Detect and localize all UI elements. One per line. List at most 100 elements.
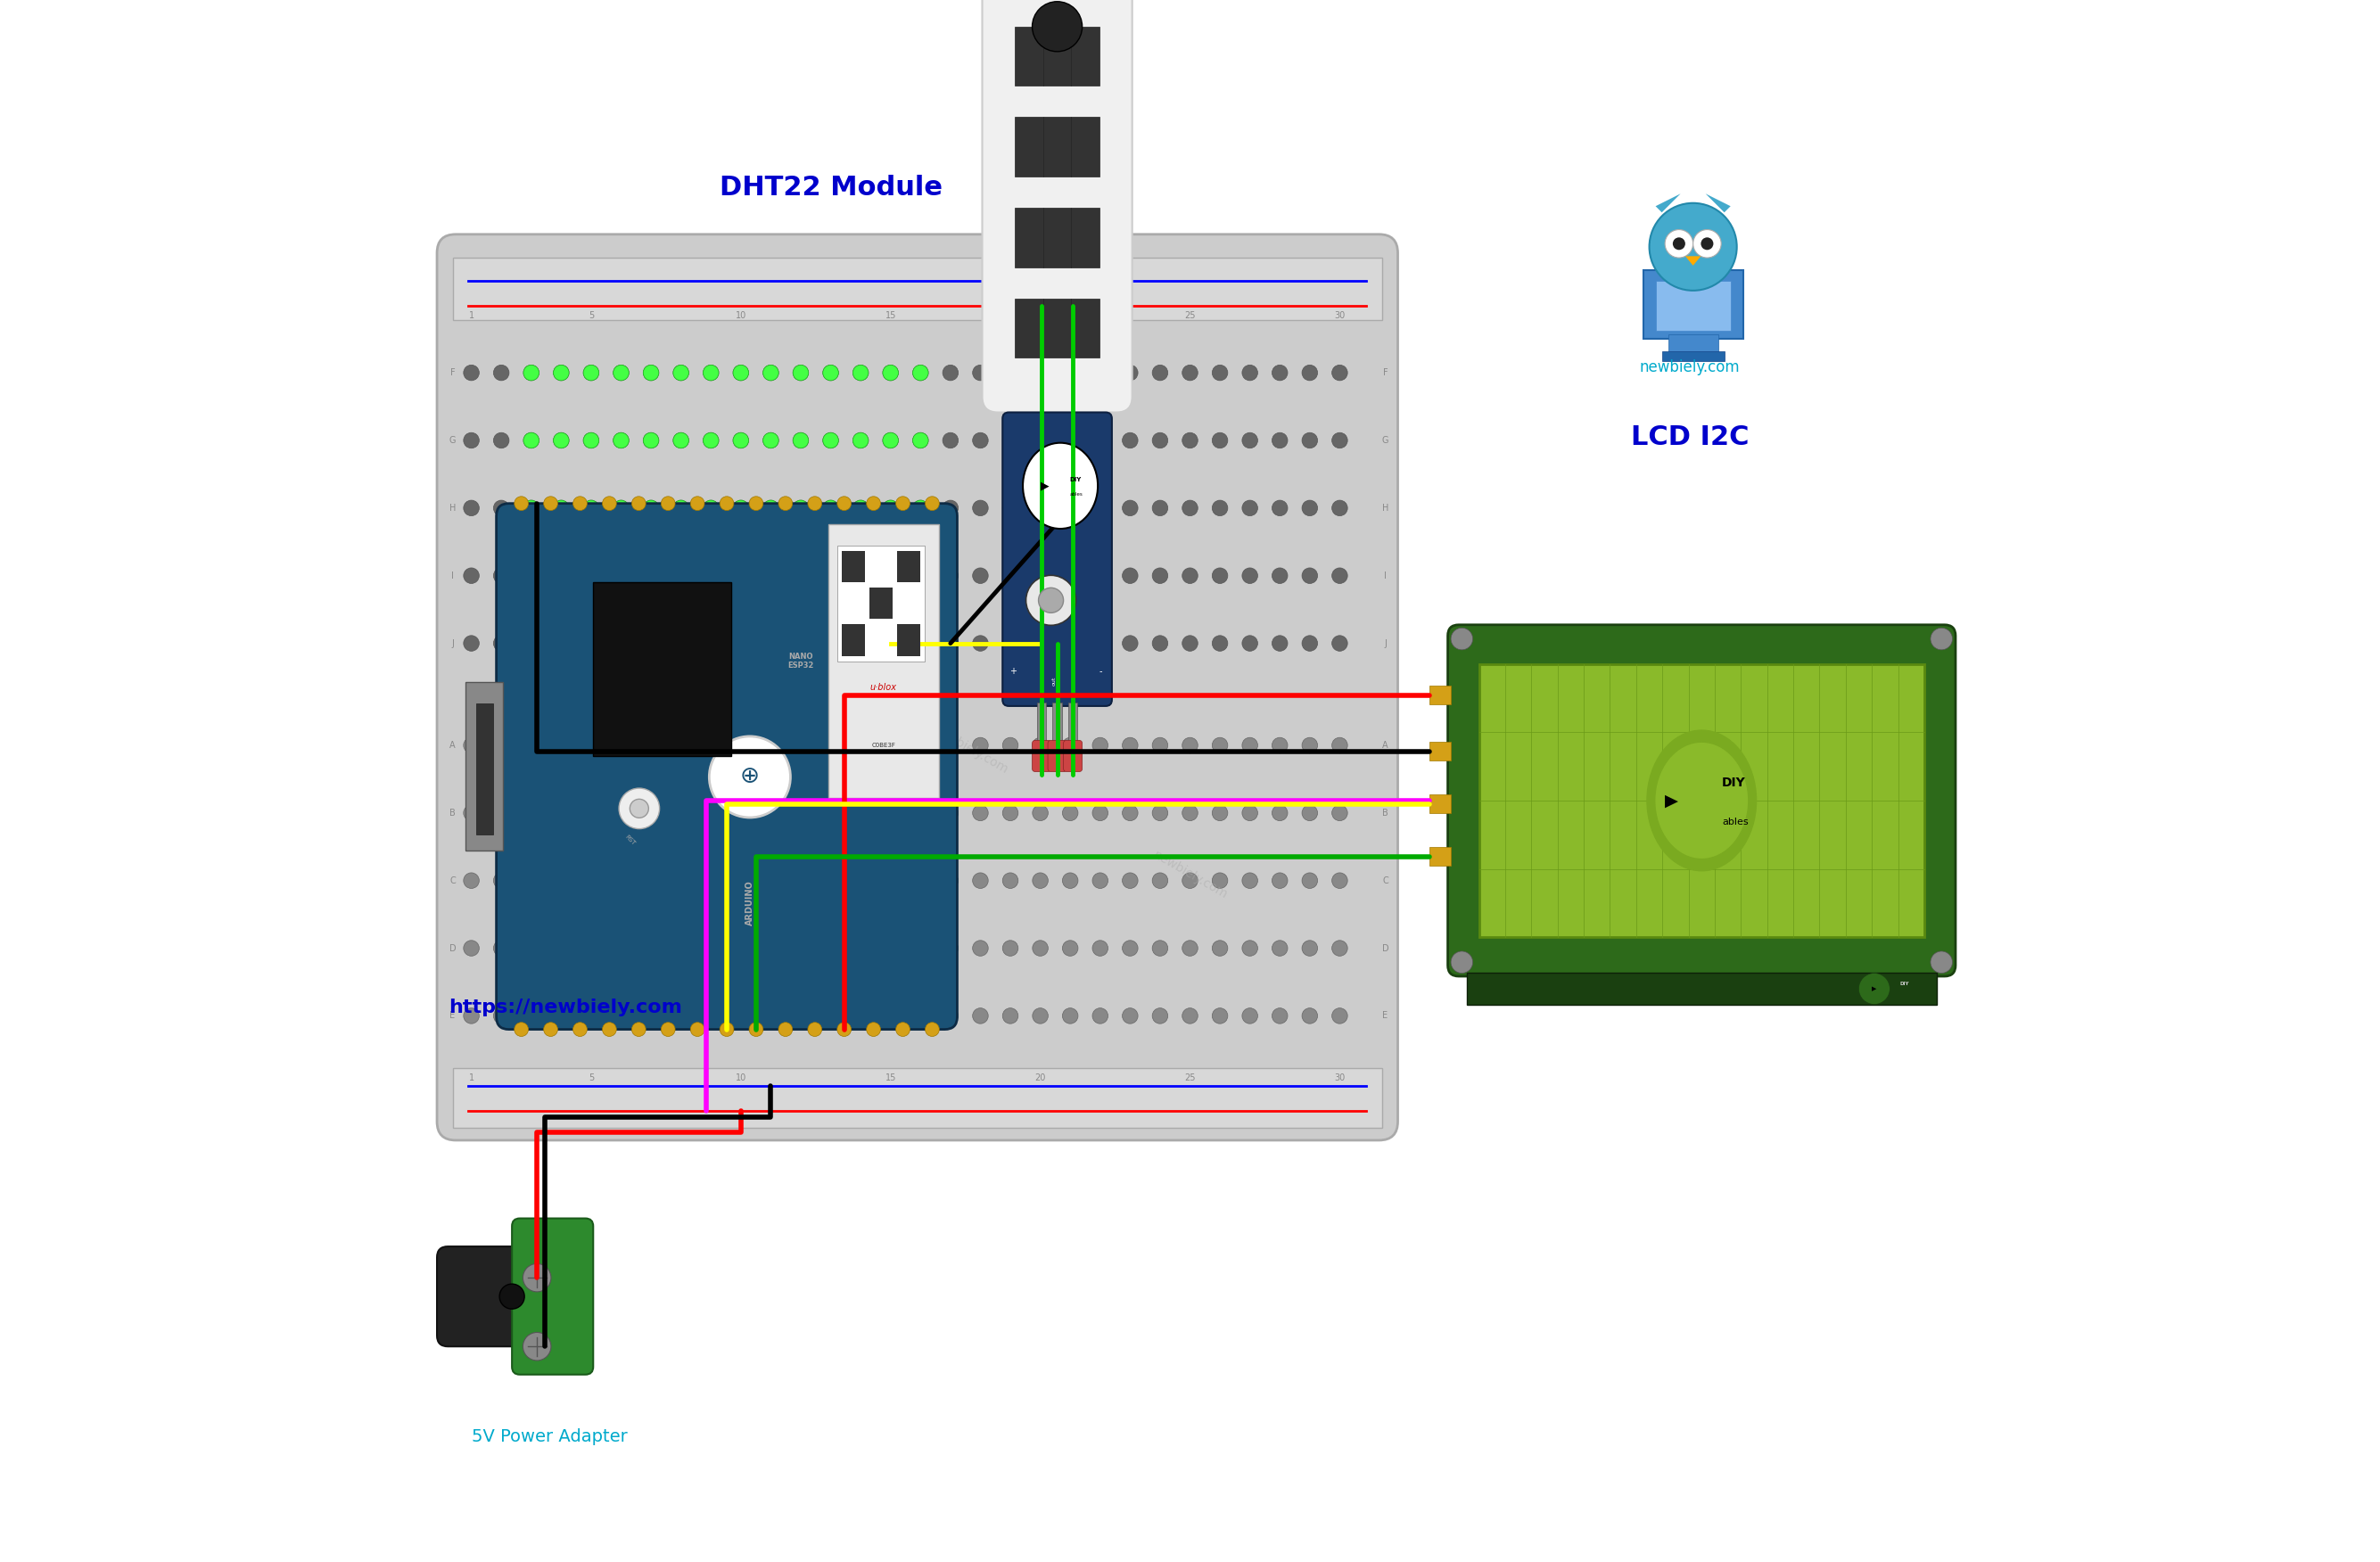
Circle shape xyxy=(764,940,778,956)
Circle shape xyxy=(1183,636,1197,651)
Circle shape xyxy=(1092,569,1109,584)
Circle shape xyxy=(1333,940,1347,956)
Text: RST: RST xyxy=(871,473,876,484)
Circle shape xyxy=(1271,737,1288,753)
Circle shape xyxy=(1271,804,1288,820)
Circle shape xyxy=(643,940,659,956)
Circle shape xyxy=(973,940,988,956)
Circle shape xyxy=(764,366,778,381)
Circle shape xyxy=(883,873,897,889)
Circle shape xyxy=(852,1007,869,1023)
Circle shape xyxy=(524,500,538,515)
Circle shape xyxy=(1333,636,1347,651)
Circle shape xyxy=(1302,1007,1319,1023)
Circle shape xyxy=(733,366,750,381)
Circle shape xyxy=(1271,940,1288,956)
Circle shape xyxy=(614,1007,628,1023)
Circle shape xyxy=(883,940,897,956)
Text: A4: A4 xyxy=(724,1048,728,1056)
Circle shape xyxy=(942,433,959,448)
Text: 10: 10 xyxy=(735,311,747,320)
Circle shape xyxy=(1702,237,1714,250)
Circle shape xyxy=(1242,366,1257,381)
Circle shape xyxy=(493,500,509,515)
Circle shape xyxy=(464,804,478,820)
Circle shape xyxy=(674,804,688,820)
Text: LCD I2C: LCD I2C xyxy=(1630,425,1749,450)
Bar xyxy=(1656,281,1730,331)
Circle shape xyxy=(643,873,659,889)
Circle shape xyxy=(733,636,750,651)
Circle shape xyxy=(643,433,659,448)
Circle shape xyxy=(614,873,628,889)
Circle shape xyxy=(733,873,750,889)
Circle shape xyxy=(1271,873,1288,889)
Text: C: C xyxy=(450,876,455,886)
Bar xyxy=(452,1068,1383,1128)
FancyBboxPatch shape xyxy=(438,234,1397,1140)
Circle shape xyxy=(883,940,897,956)
Text: B: B xyxy=(450,809,455,817)
Circle shape xyxy=(733,569,750,584)
Circle shape xyxy=(852,737,869,753)
Circle shape xyxy=(674,1007,688,1023)
Circle shape xyxy=(555,804,569,820)
Circle shape xyxy=(1033,2,1083,52)
Circle shape xyxy=(1061,1007,1078,1023)
Circle shape xyxy=(823,500,838,515)
Circle shape xyxy=(764,1007,778,1023)
Circle shape xyxy=(750,497,764,511)
FancyBboxPatch shape xyxy=(1033,740,1052,772)
Circle shape xyxy=(524,873,538,889)
Circle shape xyxy=(1092,940,1109,956)
Circle shape xyxy=(614,873,628,889)
Text: A: A xyxy=(1383,740,1388,750)
Circle shape xyxy=(1038,587,1064,612)
Circle shape xyxy=(823,1007,838,1023)
Circle shape xyxy=(883,569,897,584)
Text: RX0: RX0 xyxy=(900,473,904,484)
Circle shape xyxy=(1183,569,1197,584)
Circle shape xyxy=(614,500,628,515)
Circle shape xyxy=(555,737,569,753)
Circle shape xyxy=(602,497,616,511)
Circle shape xyxy=(614,433,628,448)
Circle shape xyxy=(524,940,538,956)
Text: u·blox: u·blox xyxy=(871,683,897,692)
Circle shape xyxy=(733,1007,750,1023)
Text: ables: ables xyxy=(1069,492,1083,497)
Circle shape xyxy=(674,636,688,651)
Circle shape xyxy=(1123,737,1138,753)
Circle shape xyxy=(524,366,538,381)
Circle shape xyxy=(883,366,897,381)
Text: D3: D3 xyxy=(783,476,788,484)
Circle shape xyxy=(764,940,778,956)
Bar xyxy=(1014,27,1042,86)
Circle shape xyxy=(614,940,628,956)
Text: -: - xyxy=(1100,667,1102,676)
Text: A0: A0 xyxy=(607,1048,612,1056)
Text: DIY: DIY xyxy=(1899,982,1909,986)
Circle shape xyxy=(852,433,869,448)
Circle shape xyxy=(750,1023,764,1037)
Circle shape xyxy=(764,500,778,515)
Circle shape xyxy=(764,804,778,820)
Circle shape xyxy=(866,497,881,511)
Circle shape xyxy=(823,569,838,584)
Circle shape xyxy=(852,500,869,515)
Circle shape xyxy=(764,737,778,753)
Circle shape xyxy=(1152,940,1169,956)
Circle shape xyxy=(1123,940,1138,956)
Circle shape xyxy=(1152,804,1169,820)
Circle shape xyxy=(1002,1007,1019,1023)
Circle shape xyxy=(643,1007,659,1023)
Text: 1: 1 xyxy=(469,311,474,320)
Circle shape xyxy=(674,569,688,584)
Circle shape xyxy=(643,1007,659,1023)
Text: D2: D2 xyxy=(812,476,816,484)
Circle shape xyxy=(1211,940,1228,956)
Circle shape xyxy=(674,433,688,448)
Circle shape xyxy=(583,433,600,448)
Circle shape xyxy=(764,636,778,651)
Circle shape xyxy=(778,497,793,511)
